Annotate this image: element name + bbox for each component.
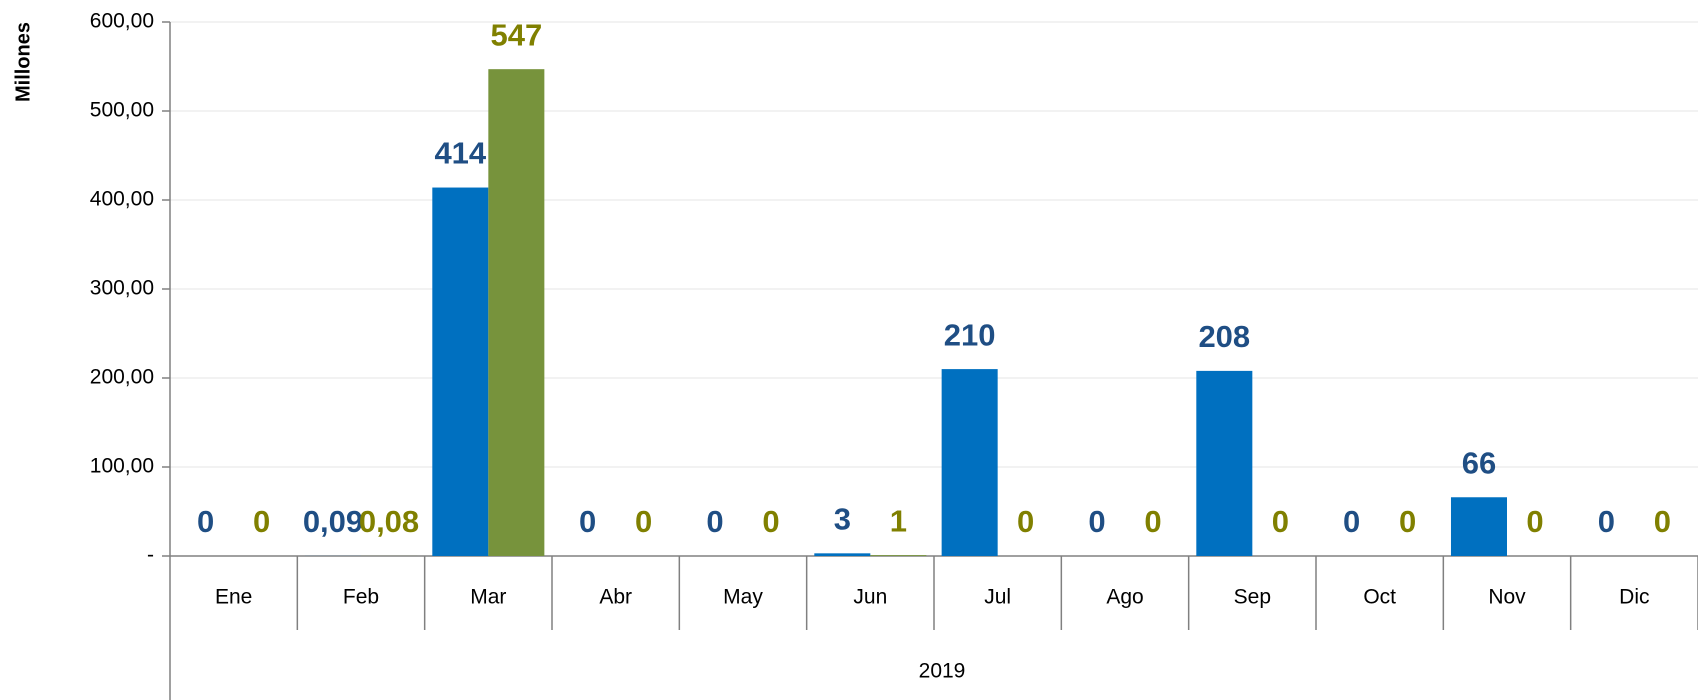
y-axis-label: Millones: [12, 22, 34, 102]
value-label: 0,09: [303, 504, 363, 539]
value-label: 414: [434, 136, 486, 171]
y-tick-label: 300,00: [90, 277, 154, 300]
x-tick-label: Nov: [1488, 586, 1526, 609]
x-tick-label: Sep: [1234, 586, 1271, 609]
bar: [941, 369, 998, 556]
value-label: 0,08: [359, 504, 419, 539]
value-label: 66: [1462, 445, 1496, 480]
y-tick-label: 100,00: [90, 455, 154, 478]
x-tick-label: Ene: [215, 586, 252, 609]
y-tick-label: 600,00: [90, 10, 154, 33]
bar: [1450, 497, 1507, 556]
x-tick-label: Feb: [343, 586, 379, 609]
x-tick-label: Ago: [1106, 586, 1143, 609]
value-label: 3: [834, 502, 851, 537]
value-label: 0: [762, 504, 779, 539]
value-label: 0: [1399, 504, 1416, 539]
bar: [432, 187, 489, 557]
x-tick-label: May: [723, 586, 763, 609]
value-label: 0: [1272, 504, 1289, 539]
x-tick-label: Abr: [599, 586, 632, 609]
x-tick-label: Mar: [470, 586, 506, 609]
group-label: 2019: [919, 660, 966, 683]
value-label: 0: [706, 504, 723, 539]
y-tick-label: 400,00: [90, 188, 154, 211]
x-tick-label: Jul: [984, 586, 1011, 609]
bar: [814, 553, 871, 556]
x-tick-label: Dic: [1619, 586, 1649, 609]
value-label: 0: [1144, 504, 1161, 539]
value-label: 1: [890, 503, 907, 538]
value-label: 208: [1198, 319, 1250, 354]
bar: [488, 69, 545, 557]
y-tick-label: -: [147, 544, 154, 567]
value-label: 0: [1598, 504, 1615, 539]
value-label: 0: [635, 504, 652, 539]
value-label: 0: [1088, 504, 1105, 539]
x-tick-label: Oct: [1363, 586, 1396, 609]
value-label: 0: [1654, 504, 1671, 539]
value-label: 0: [579, 504, 596, 539]
value-label: 210: [944, 317, 996, 352]
value-label: 547: [490, 17, 542, 52]
value-label: 0: [253, 504, 270, 539]
y-tick-label: 200,00: [90, 366, 154, 389]
bar: [1196, 370, 1253, 556]
bar: [870, 555, 927, 556]
value-label: 0: [197, 504, 214, 539]
value-label: 0: [1017, 504, 1034, 539]
value-label: 0: [1526, 504, 1543, 539]
x-tick-label: Jun: [853, 586, 887, 609]
value-label: 0: [1343, 504, 1360, 539]
y-tick-label: 500,00: [90, 99, 154, 122]
